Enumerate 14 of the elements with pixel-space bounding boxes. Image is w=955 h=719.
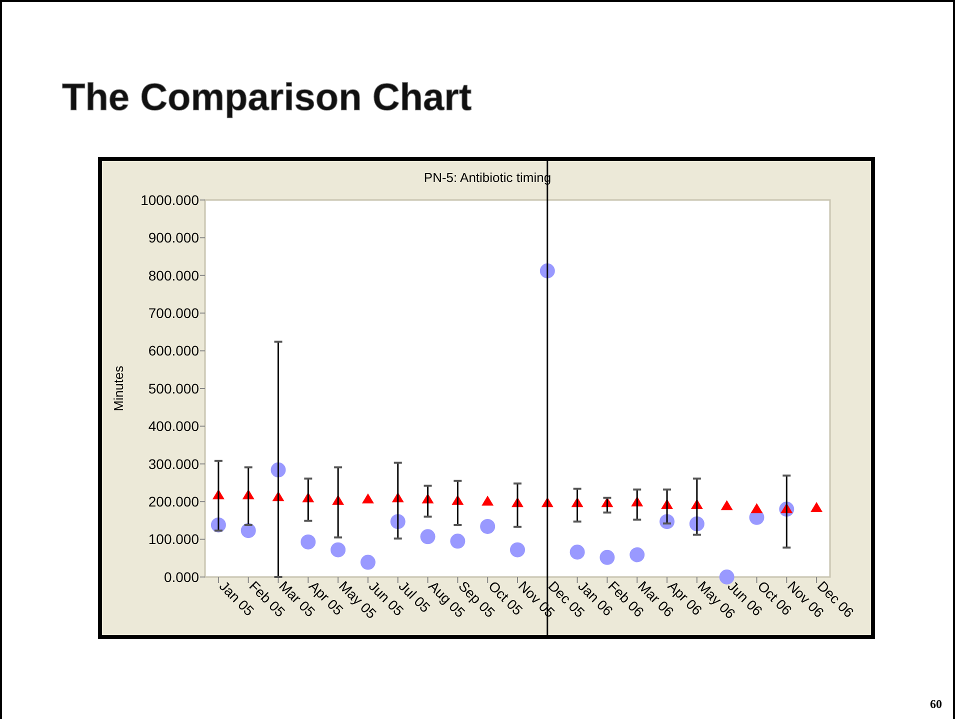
y-tick-label: 200.000 (148, 494, 200, 510)
y-tick-label: 1000.000 (140, 192, 200, 208)
y-tick-label: 100.000 (148, 531, 200, 548)
y-tick-label: 500.000 (148, 380, 200, 396)
y-axis-title: Minutes (111, 365, 126, 412)
y-tick-label: 700.000 (148, 305, 200, 321)
y-tick-label: 600.000 (148, 342, 200, 359)
y-tick-label: 400.000 (148, 418, 200, 434)
y-tick-label: 800.000 (148, 267, 200, 284)
y-tick-label: 900.000 (148, 230, 200, 246)
text: 60 (930, 697, 942, 711)
y-tick-label: 300.000 (148, 456, 200, 472)
y-tick-label: 0.000 (164, 568, 200, 585)
chart-title: The Comparison Chart (62, 77, 472, 119)
